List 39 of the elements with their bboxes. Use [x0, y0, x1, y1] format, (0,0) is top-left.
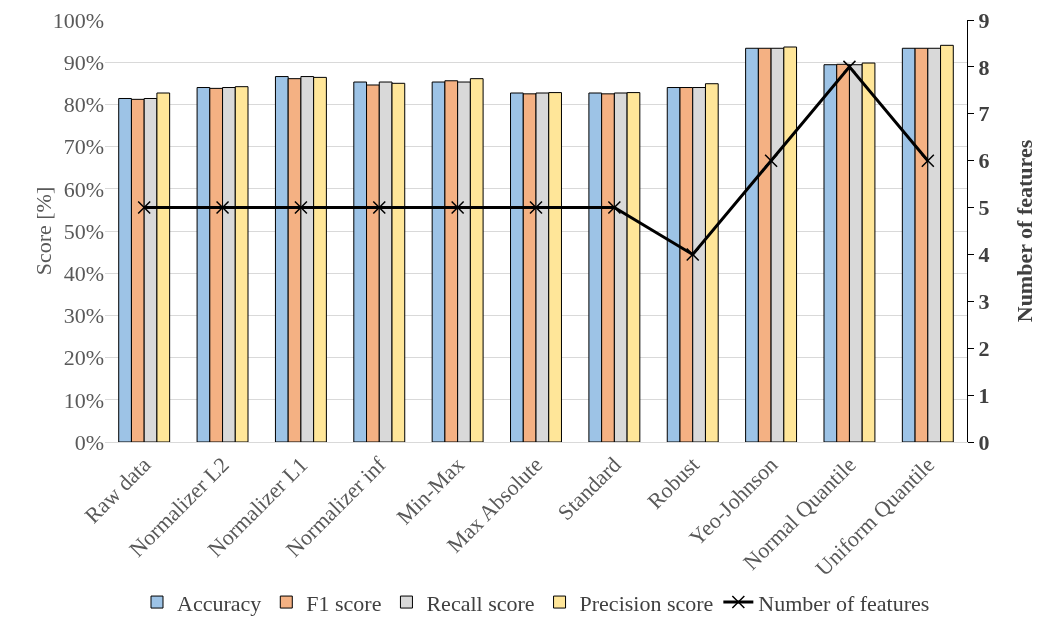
- y2-tick-label: 1: [978, 382, 990, 408]
- point: [529, 200, 543, 215]
- y2-tick-label: 5: [978, 195, 990, 221]
- y2-tick-label: 6: [978, 148, 990, 174]
- y-tick-label: 40%: [63, 260, 104, 286]
- y2-tick-label: 7: [978, 101, 990, 127]
- y-tick-label: 0%: [74, 429, 104, 455]
- y2-axis-title: Number of features: [1012, 139, 1037, 323]
- y-tick-label: 10%: [63, 387, 104, 413]
- y2-tick-label: 9: [978, 7, 990, 33]
- y2-tick-label: 4: [978, 242, 990, 268]
- y2-tick-label: 0: [978, 429, 990, 455]
- y-tick-label: 80%: [63, 92, 104, 118]
- y-tick-label: 60%: [63, 176, 104, 202]
- legend-label: Precision score: [579, 590, 714, 616]
- point: [294, 200, 308, 215]
- y2-tick-label: 8: [978, 54, 990, 80]
- point: [607, 200, 622, 215]
- point: [685, 247, 700, 262]
- legend-label: Number of features: [758, 590, 930, 616]
- point: [215, 200, 230, 215]
- point: [764, 153, 778, 168]
- point: [842, 60, 857, 74]
- y2-tick-label: 2: [978, 335, 990, 361]
- y-tick-label: 20%: [63, 345, 104, 371]
- y2-tick-label: 3: [978, 289, 990, 315]
- y-axis-title: Score [%]: [31, 186, 56, 276]
- y-tick-label: 30%: [63, 303, 104, 329]
- legend-label: Accuracy: [177, 590, 262, 616]
- legend-label: Recall score: [426, 590, 535, 616]
- point: [137, 200, 151, 215]
- y-tick-label: 50%: [63, 218, 104, 244]
- legend-label: F1 score: [306, 590, 382, 616]
- point: [372, 200, 387, 215]
- y-tick-label: 70%: [63, 134, 104, 160]
- y-tick-label: 100%: [52, 7, 104, 33]
- point: [921, 153, 935, 168]
- y-tick-label: 90%: [63, 49, 104, 75]
- point: [450, 200, 465, 215]
